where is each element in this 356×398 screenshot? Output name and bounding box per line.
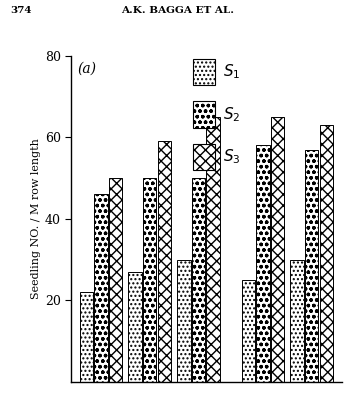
Bar xyxy=(109,178,122,382)
Bar xyxy=(129,272,142,382)
Bar xyxy=(242,280,255,382)
Bar xyxy=(94,195,108,382)
Text: $S_1$: $S_1$ xyxy=(223,63,240,81)
Text: $S_3$: $S_3$ xyxy=(223,148,240,166)
Bar xyxy=(206,117,220,382)
Bar xyxy=(193,59,215,85)
Bar xyxy=(256,146,270,382)
Bar xyxy=(80,292,93,382)
Text: A.K. BAGGA ET AL.: A.K. BAGGA ET AL. xyxy=(121,6,235,15)
Bar xyxy=(177,260,190,382)
Bar xyxy=(305,150,319,382)
Bar xyxy=(271,117,284,382)
Bar xyxy=(143,178,157,382)
Text: (a): (a) xyxy=(78,62,97,76)
Text: $S_2$: $S_2$ xyxy=(223,105,240,124)
Bar xyxy=(158,141,171,382)
Bar xyxy=(193,101,215,127)
Text: 374: 374 xyxy=(11,6,32,15)
Bar xyxy=(192,178,205,382)
Bar xyxy=(290,260,304,382)
Bar xyxy=(193,144,215,170)
Bar xyxy=(320,125,333,382)
Y-axis label: Seedling NO. / M row length: Seedling NO. / M row length xyxy=(31,139,41,299)
